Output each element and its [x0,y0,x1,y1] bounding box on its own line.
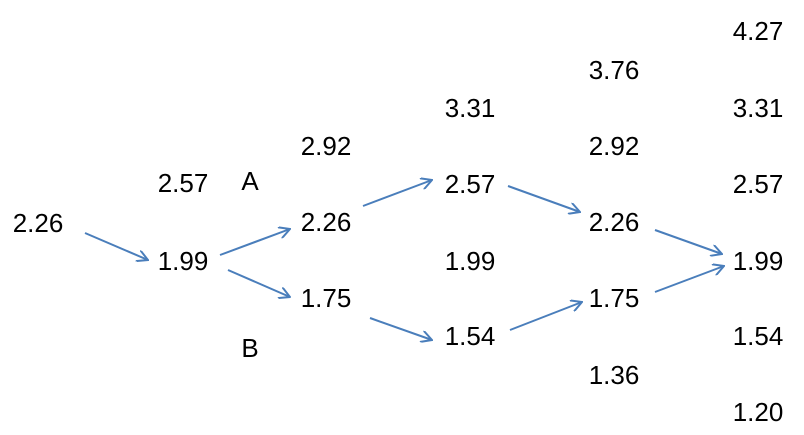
arrow [509,302,582,331]
node-value: 1.99 [158,246,209,276]
node-value: 1.54 [445,321,496,351]
node-value: 4.27 [733,16,784,46]
node-value: 1.36 [589,360,640,390]
node-value: 2.57 [445,169,496,199]
arrow [654,229,722,254]
arrow [507,185,580,212]
node-value: 3.76 [589,55,640,85]
node-value: 1.99 [445,246,496,276]
node-value: 2.26 [589,207,640,237]
node-value: 2.26 [13,208,64,238]
node-value: 3.31 [445,93,496,123]
node-value: 1.75 [301,283,352,313]
arrow [362,180,432,207]
node-value: 2.26 [301,207,352,237]
node-value: 1.75 [589,283,640,313]
node-value: 1.54 [733,321,784,351]
node-value: 3.31 [733,93,784,123]
node-value: 2.57 [158,168,209,198]
node-value: 2.57 [733,169,784,199]
marker-label: A [241,166,259,196]
arrow [369,317,432,340]
node-value: 1.20 [733,397,784,427]
arrows [84,180,724,340]
arrow [227,269,290,297]
node-value: 2.92 [589,131,640,161]
arrow [654,266,724,293]
arrow [84,232,148,260]
node-value: 1.99 [733,246,784,276]
marker-label: B [241,333,258,363]
node-value: 2.92 [301,131,352,161]
arrow [219,229,290,256]
